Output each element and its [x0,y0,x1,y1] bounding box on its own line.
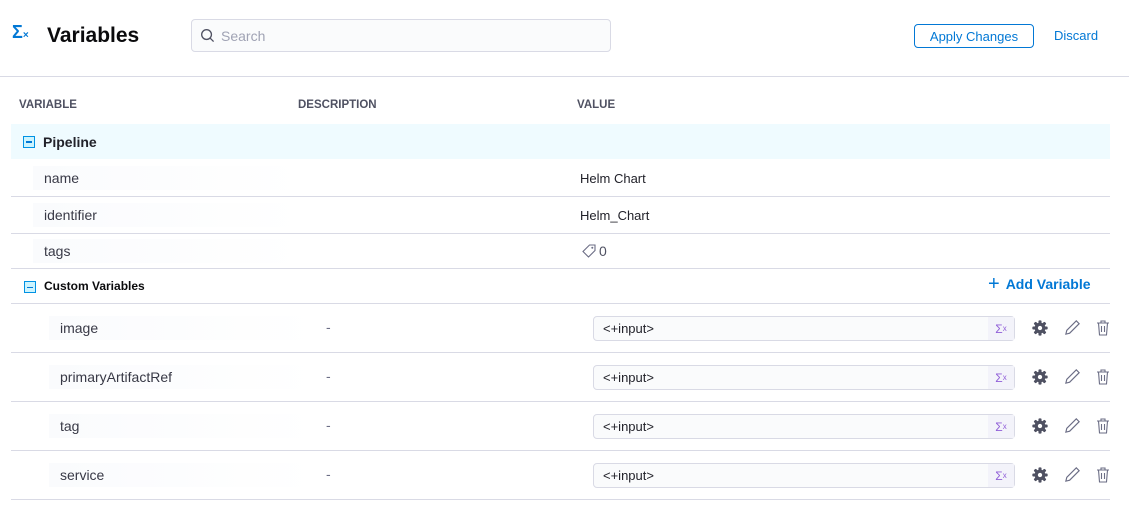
variable-name: service [49,463,318,487]
tags-count: 0 [599,243,607,259]
pipeline-section-header[interactable]: Pipeline [11,124,1110,159]
variable-name: tag [49,414,318,438]
variable-name: name [33,166,304,190]
variable-value[interactable]: <+input> [603,370,654,385]
variable-value[interactable]: <+input> [603,468,654,483]
custom-variables-header: Custom Variables + Add Variable [11,269,1110,304]
variable-name: image [49,316,318,340]
edit-pencil-icon[interactable] [1063,367,1082,386]
gear-icon[interactable] [1031,319,1049,337]
add-variable-label: Add Variable [1005,276,1091,292]
column-header-value: VALUE [577,99,616,111]
delete-trash-icon[interactable] [1096,466,1110,483]
delete-trash-icon[interactable] [1096,368,1110,385]
search-input[interactable] [221,27,601,44]
delete-trash-icon[interactable] [1096,319,1110,336]
tags-value: 0 [581,243,607,259]
edit-pencil-icon[interactable] [1063,318,1082,337]
gear-icon[interactable] [1031,417,1049,435]
variable-name: tags [33,239,304,263]
variable-name: identifier [33,203,304,227]
table-row: identifier Helm_Chart [11,197,1110,234]
pipeline-label: Pipeline [43,133,97,150]
column-header-variable: VARIABLE [19,99,77,111]
variable-description: - [326,368,331,384]
variable-value: Helm_Chart [580,208,650,223]
delete-trash-icon[interactable] [1096,417,1110,434]
plus-icon: + [988,273,1000,295]
search-box[interactable] [191,19,611,52]
gear-icon[interactable] [1031,466,1049,484]
variable-description: - [326,417,331,433]
table-row: tags 0 [11,234,1110,269]
header: Σ× Variables Apply Changes Discard [0,0,1129,77]
add-variable-button[interactable]: + Add Variable [988,273,1091,295]
discard-button[interactable]: Discard [1054,28,1099,43]
variable-value[interactable]: <+input> [603,321,654,336]
variable-value[interactable]: <+input> [603,419,654,434]
page-title: Variables [47,24,140,47]
column-header-description: DESCRIPTION [298,99,377,111]
table-row: name Helm Chart [11,159,1110,197]
collapse-icon[interactable] [23,135,35,148]
variables-sigma-icon: Σ× [12,22,29,42]
search-icon [201,29,215,43]
variable-name: primaryArtifactRef [49,365,318,389]
edit-pencil-icon[interactable] [1063,465,1082,484]
collapse-icon[interactable] [24,281,36,293]
edit-pencil-icon[interactable] [1063,416,1082,435]
custom-variables-label: Custom Variables [44,279,145,293]
variable-value: Helm Chart [580,171,646,186]
tag-icon [582,244,596,258]
variable-description: - [326,319,331,335]
gear-icon[interactable] [1031,368,1049,386]
variable-description: - [326,466,331,482]
apply-changes-button[interactable]: Apply Changes [914,24,1034,48]
